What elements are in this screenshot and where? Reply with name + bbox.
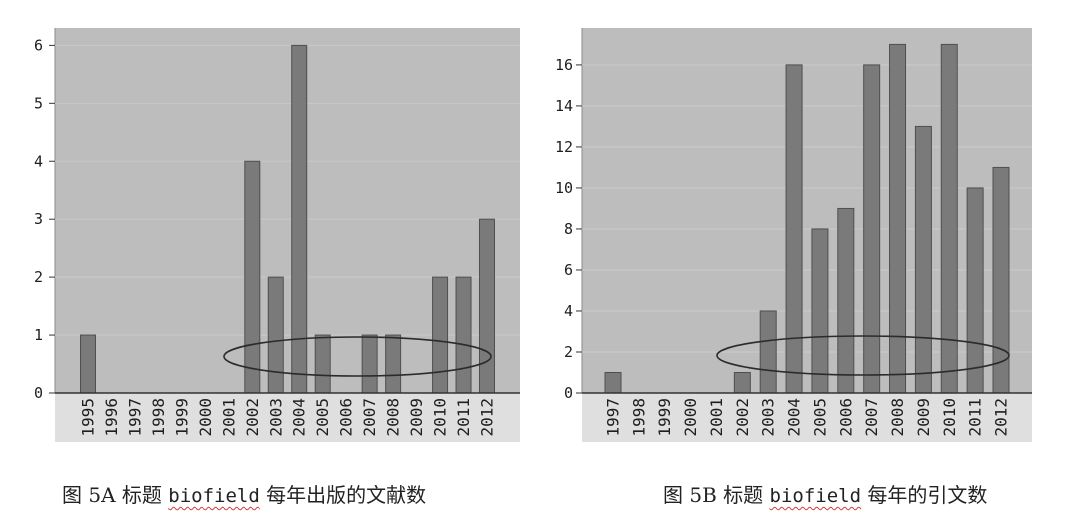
- x-tick-label-1997: 1997: [125, 398, 144, 437]
- y-tick-label: 1: [34, 326, 43, 344]
- x-tick-label-2002: 2002: [733, 398, 752, 437]
- bar-2004: [291, 44, 308, 394]
- bar-2005: [811, 228, 829, 394]
- bar-2003: [267, 276, 284, 394]
- y-tick-label: 3: [34, 210, 43, 228]
- bar-2006: [837, 207, 855, 394]
- y-tick-label: 6: [564, 261, 573, 279]
- y-tick-label: 6: [34, 36, 43, 54]
- bar-2011: [966, 187, 984, 394]
- y-tick-label: 12: [555, 138, 573, 156]
- bar-2005: [314, 334, 331, 394]
- bar-2011: [455, 276, 472, 394]
- x-label-area: [55, 393, 520, 442]
- x-tick-label-2011: 2011: [454, 398, 473, 437]
- x-tick-label-2007: 2007: [360, 398, 379, 437]
- x-tick-label-2004: 2004: [785, 398, 804, 437]
- highlight-ellipse-5b: [716, 335, 1010, 376]
- x-tick-label-2010: 2010: [431, 398, 450, 437]
- x-tick-label-2008: 2008: [384, 398, 403, 437]
- x-tick-label-1995: 1995: [79, 398, 98, 437]
- bar-2007: [361, 334, 378, 394]
- x-tick-label-2005: 2005: [313, 398, 332, 437]
- bar-2008: [889, 43, 907, 394]
- bar-2010: [432, 276, 449, 394]
- bar-1997: [604, 371, 622, 394]
- plot-background: [582, 28, 1032, 393]
- caption-prefix: 图 5A 标题: [62, 483, 169, 507]
- bar-1995: [80, 334, 96, 394]
- x-tick-label-2009: 2009: [914, 398, 933, 437]
- caption-suffix: 每年出版的文献数: [259, 483, 427, 507]
- y-tick-label: 0: [34, 384, 43, 402]
- x-tick-label-2001: 2001: [219, 398, 238, 437]
- x-tick-label-2008: 2008: [888, 398, 907, 437]
- caption-keyword: biofield: [168, 485, 260, 507]
- x-tick-label-2005: 2005: [810, 398, 829, 437]
- bar-2007: [863, 64, 881, 394]
- bar-2002: [244, 160, 261, 394]
- y-tick-label: 10: [555, 179, 573, 197]
- x-tick-label-2006: 2006: [337, 398, 356, 437]
- highlight-ellipse-5a: [223, 336, 492, 377]
- bar-2008: [385, 334, 402, 394]
- y-tick-label: 8: [564, 220, 573, 238]
- x-tick-label-2002: 2002: [243, 398, 262, 437]
- caption-keyword: biofield: [769, 485, 862, 507]
- caption-prefix: 图 5B 标题: [663, 483, 770, 507]
- x-tick-label-1997: 1997: [604, 398, 623, 437]
- x-tick-label-2003: 2003: [266, 398, 285, 437]
- caption-suffix: 每年的引文数: [861, 483, 988, 507]
- x-tick-label-2001: 2001: [707, 398, 726, 437]
- y-tick-label: 14: [555, 97, 573, 115]
- x-tick-label-2006: 2006: [836, 398, 855, 437]
- x-tick-label-2004: 2004: [290, 398, 309, 437]
- x-tick-label-1998: 1998: [149, 398, 168, 437]
- y-tick-label: 16: [555, 56, 573, 74]
- x-tick-label-2003: 2003: [759, 398, 778, 437]
- plot-background: [55, 28, 520, 393]
- y-tick-label: 5: [34, 94, 43, 112]
- caption-5a: 图 5A 标题 biofield 每年出版的文献数: [62, 482, 426, 509]
- x-tick-label-1996: 1996: [102, 398, 121, 437]
- x-tick-label-2007: 2007: [862, 398, 881, 437]
- bar-2003: [759, 310, 777, 394]
- x-tick-label-1998: 1998: [629, 398, 648, 437]
- y-tick-label: 2: [34, 268, 43, 286]
- x-tick-label-2009: 2009: [407, 398, 426, 437]
- y-tick-label: 4: [564, 302, 573, 320]
- y-tick-label: 0: [564, 384, 573, 402]
- x-tick-label-1999: 1999: [172, 398, 191, 437]
- bar-2004: [785, 64, 803, 394]
- x-tick-label-2011: 2011: [966, 398, 985, 437]
- x-tick-label-1999: 1999: [655, 398, 674, 437]
- x-label-area: [582, 393, 1032, 442]
- bar-2012: [479, 218, 495, 394]
- y-tick-label: 4: [34, 152, 43, 170]
- caption-5b: 图 5B 标题 biofield 每年的引文数: [663, 482, 987, 509]
- x-tick-label-2010: 2010: [940, 398, 959, 437]
- x-tick-label-2000: 2000: [196, 398, 215, 437]
- y-tick-label: 2: [564, 343, 573, 361]
- bar-2009: [914, 125, 932, 394]
- bar-2002: [733, 371, 751, 394]
- x-tick-label-2000: 2000: [681, 398, 700, 437]
- x-tick-label-2012: 2012: [992, 398, 1011, 437]
- x-tick-label-2012: 2012: [478, 398, 497, 437]
- chart-5b: 0 2 4 6 8 10 12 14 16 1997 1998 1999 2000 2001 2002 200…: [555, 28, 1032, 442]
